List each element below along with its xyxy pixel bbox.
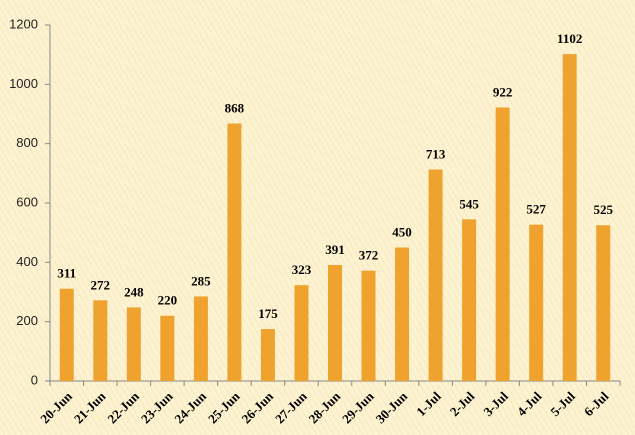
x-tick-label: 1-Jul bbox=[413, 388, 444, 419]
bar bbox=[428, 169, 443, 381]
x-tick-label: 5-Jul bbox=[547, 388, 578, 419]
value-label: 272 bbox=[91, 277, 111, 292]
y-tick-label: 1200 bbox=[9, 16, 38, 31]
x-tick-label: 28-Jun bbox=[306, 388, 344, 426]
y-tick-label: 400 bbox=[16, 254, 38, 269]
x-tick-label: 4-Jul bbox=[514, 388, 545, 419]
value-label: 868 bbox=[225, 100, 245, 115]
value-label: 323 bbox=[292, 262, 312, 277]
value-label: 311 bbox=[57, 266, 76, 281]
bar bbox=[361, 270, 376, 381]
value-label: 527 bbox=[526, 202, 546, 217]
y-tick-label: 800 bbox=[16, 135, 38, 150]
value-label: 248 bbox=[124, 284, 144, 299]
value-label: 922 bbox=[493, 84, 513, 99]
bar bbox=[495, 107, 510, 382]
bar bbox=[596, 225, 611, 381]
value-label: 713 bbox=[426, 146, 446, 161]
bar bbox=[227, 123, 242, 381]
y-tick-label: 600 bbox=[16, 194, 38, 209]
bar bbox=[328, 265, 342, 381]
value-label: 175 bbox=[258, 306, 278, 321]
value-label: 372 bbox=[359, 248, 379, 263]
bar bbox=[462, 219, 477, 381]
y-tick-label: 200 bbox=[16, 313, 38, 328]
x-tick-label: 2-Jul bbox=[447, 388, 478, 419]
value-label: 450 bbox=[392, 224, 412, 239]
bar bbox=[93, 300, 108, 381]
x-tick-label: 6-Jul bbox=[581, 388, 612, 419]
bar bbox=[562, 54, 577, 381]
x-tick-label: 21-Jun bbox=[71, 388, 109, 426]
bar bbox=[193, 296, 208, 381]
y-tick-label: 1000 bbox=[9, 76, 38, 91]
value-label: 545 bbox=[459, 196, 479, 211]
value-label: 525 bbox=[593, 202, 613, 217]
bar bbox=[59, 288, 74, 381]
x-tick-label: 3-Jul bbox=[480, 388, 511, 419]
x-tick-label: 26-Jun bbox=[238, 388, 276, 426]
value-label: 220 bbox=[158, 293, 178, 308]
x-tick-label: 24-Jun bbox=[171, 388, 209, 426]
y-tick-label: 0 bbox=[31, 372, 38, 387]
value-label: 1102 bbox=[557, 31, 582, 46]
bar bbox=[160, 315, 175, 381]
value-label: 391 bbox=[325, 242, 345, 257]
x-tick-label: 20-Jun bbox=[37, 388, 75, 426]
bar bbox=[260, 329, 275, 381]
x-tick-label: 25-Jun bbox=[205, 388, 243, 426]
bar bbox=[395, 247, 410, 381]
x-tick-label: 27-Jun bbox=[272, 388, 310, 426]
bar bbox=[529, 224, 544, 381]
bar bbox=[126, 307, 141, 381]
bar bbox=[294, 285, 309, 381]
x-tick-label: 29-Jun bbox=[339, 388, 377, 426]
x-tick-label: 23-Jun bbox=[138, 388, 176, 426]
x-tick-label: 22-Jun bbox=[104, 388, 142, 426]
x-tick-label: 30-Jun bbox=[373, 388, 411, 426]
value-label: 285 bbox=[191, 273, 211, 288]
